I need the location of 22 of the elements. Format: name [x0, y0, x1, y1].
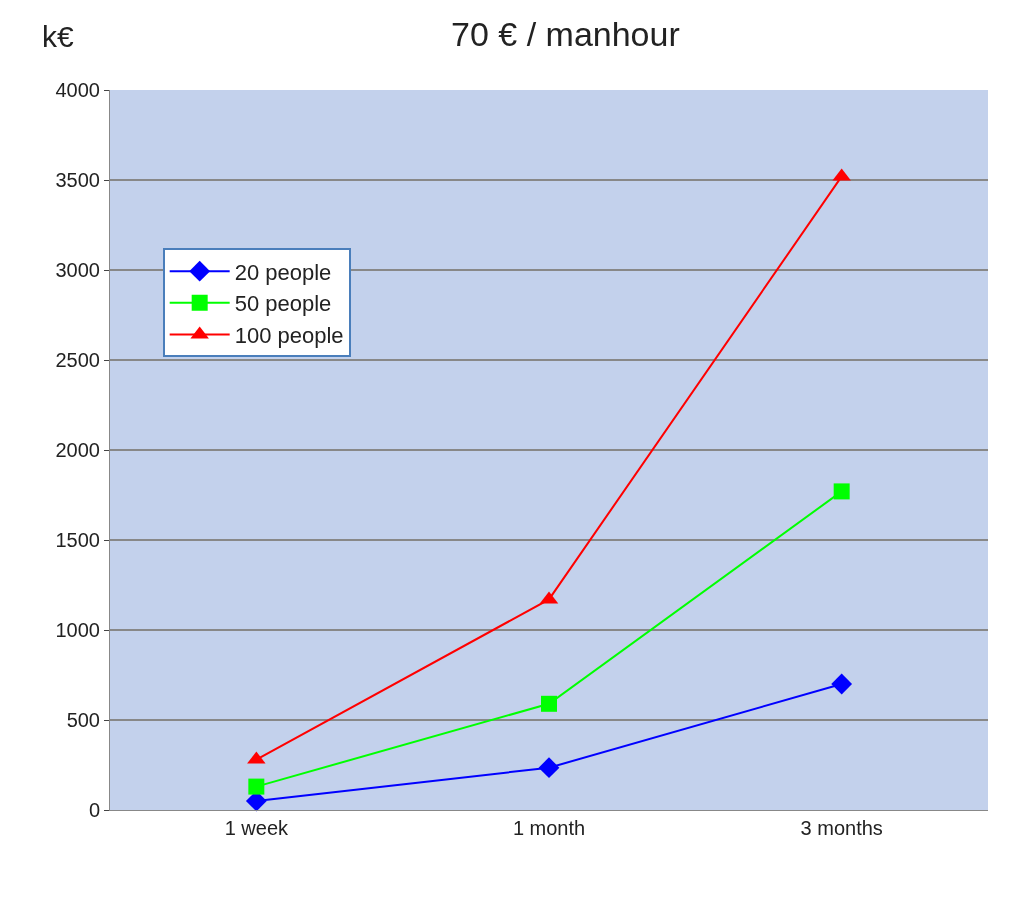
y-tick-label: 1500	[55, 529, 100, 551]
point	[538, 757, 560, 779]
point	[833, 483, 850, 500]
legend-label: 50 people	[234, 291, 332, 317]
y-tick-label: 3500	[55, 169, 100, 191]
y-tick-label: 500	[66, 709, 100, 731]
chart-title: 70 € / manhour	[451, 15, 680, 54]
legend-label: 20 people	[234, 259, 332, 285]
point	[248, 778, 265, 795]
y-tick-label: 3000	[55, 259, 100, 281]
x-tick-label: 3 months	[800, 817, 883, 839]
legend-label: 100 people	[234, 322, 344, 348]
y-tick-label: 1000	[55, 619, 100, 641]
y-tick-label: 2000	[55, 439, 100, 461]
y-tick-label: 4000	[55, 79, 100, 101]
x-tick-label: 1 month	[512, 817, 586, 839]
x-tick-label: 1 week	[224, 817, 290, 839]
y-axis-title: k€	[42, 20, 74, 53]
y-tick-label: 0	[88, 799, 100, 821]
point	[831, 673, 853, 695]
y-tick-label: 2500	[55, 349, 100, 371]
point	[541, 695, 557, 712]
